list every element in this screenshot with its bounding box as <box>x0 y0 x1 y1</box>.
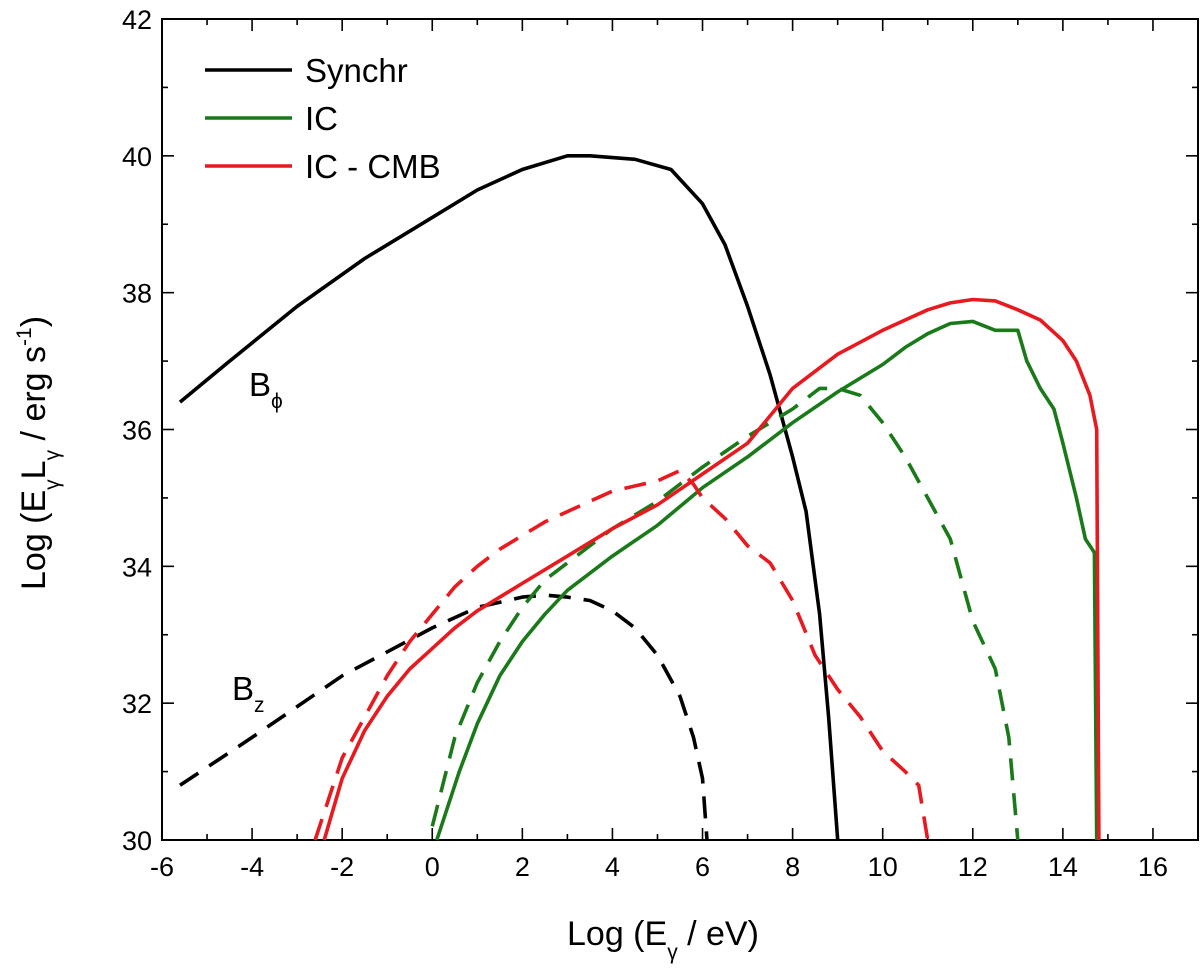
annotation-b-z: Bz <box>232 670 265 717</box>
series-line <box>322 297 1101 841</box>
y-tick-label: 42 <box>122 5 152 35</box>
legend: Synchr IC IC - CMB <box>205 52 441 185</box>
x-axis-title: Log (Eγ / eV) <box>567 915 759 964</box>
x-tick-label: -2 <box>330 852 354 882</box>
x-tick-label: 14 <box>1048 852 1078 882</box>
series-line <box>435 319 1099 841</box>
y-tick-label: 40 <box>122 142 152 172</box>
plot-border <box>161 18 1199 841</box>
y-tick-label: 32 <box>122 689 152 719</box>
x-tick-label: 12 <box>958 852 988 882</box>
legend-label-ic-cmb: IC - CMB <box>305 148 441 185</box>
x-tick-label: 16 <box>1138 852 1168 882</box>
series-line <box>313 468 930 841</box>
series-line <box>430 386 1020 841</box>
plot-frame <box>161 18 1199 841</box>
x-tick-label: 8 <box>785 852 800 882</box>
legend-label-synchr: Synchr <box>305 52 408 89</box>
x-tick-label: 10 <box>868 852 898 882</box>
series-line <box>179 593 709 841</box>
y-axis-title: Log (EγLγ / erg s-1) <box>13 316 64 590</box>
x-tick-label: 4 <box>605 852 620 882</box>
x-tick-label: 0 <box>425 852 440 882</box>
axis-ticks: -6 -4 -2 0 2 4 6 8 10 12 14 16 30 32 34 36 38 40 42 <box>122 5 1198 882</box>
x-tick-label: -6 <box>150 852 174 882</box>
x-tick-label: 2 <box>515 852 530 882</box>
annotation-b-phi: Bϕ <box>249 366 283 413</box>
y-tick-label: 34 <box>122 552 152 582</box>
x-tick-label: 6 <box>695 852 710 882</box>
series-layer <box>178 154 1101 841</box>
legend-label-ic: IC <box>305 100 338 137</box>
y-tick-label: 38 <box>122 279 152 309</box>
x-tick-label: -4 <box>240 852 264 882</box>
y-tick-label: 30 <box>122 826 152 856</box>
y-tick-label: 36 <box>122 416 152 446</box>
series-line <box>178 154 840 841</box>
